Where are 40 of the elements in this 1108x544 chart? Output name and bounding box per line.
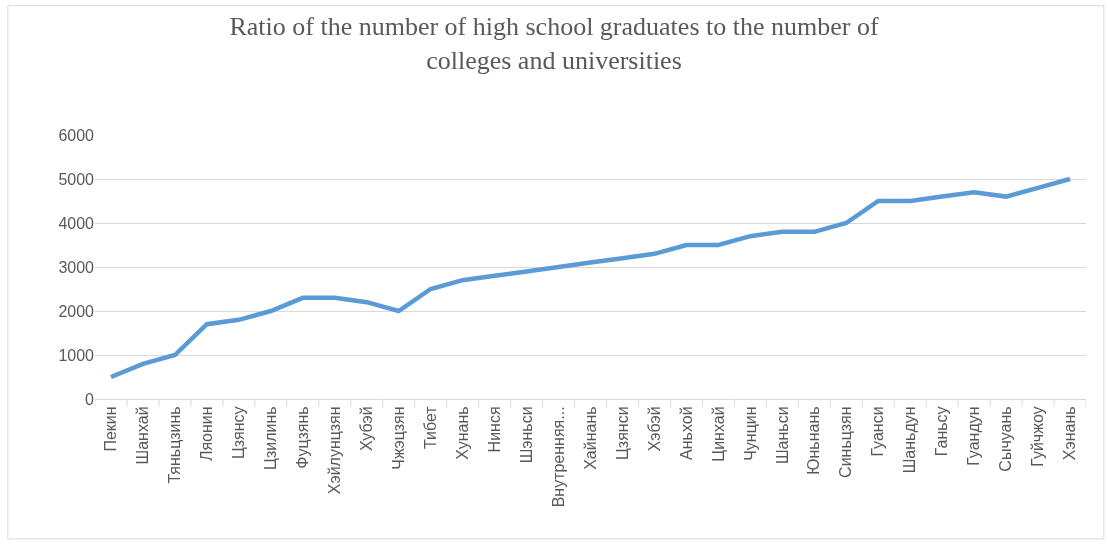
x-tick-label: Хунань — [453, 406, 471, 460]
x-tick-label: Юньнань — [805, 406, 823, 475]
x-tick-label: Гуанси — [869, 406, 887, 457]
x-tick-label: Хэйлунцзян — [325, 406, 343, 495]
x-tick-label: Ганьсу — [933, 406, 951, 457]
y-tick-label: 0 — [85, 390, 95, 408]
chart-title: Ratio of the number of high school graduates to the number of colleges and universities — [229, 12, 879, 76]
x-tick-label: Нинся — [485, 406, 503, 453]
x-tick-label: Ляонин — [198, 406, 216, 462]
x-tick-label: Цзянсу — [230, 406, 248, 460]
x-tick-label: Шанхай — [134, 406, 152, 465]
x-tick-label: Хайнань — [581, 406, 599, 470]
y-tick-label: 5000 — [58, 170, 95, 188]
x-tick-label: Пекин — [102, 406, 120, 452]
y-tick-label: 1000 — [58, 346, 95, 364]
x-tick-label: Сычуань — [997, 406, 1015, 472]
x-tick-label: Чунцин — [741, 406, 759, 461]
y-tick-label: 4000 — [58, 214, 95, 232]
x-tick-label: Шаньси — [773, 406, 791, 465]
x-tick-label: Хэнань — [1061, 406, 1079, 461]
line-series — [108, 176, 1073, 380]
x-tick-label: Аньхой — [677, 406, 695, 460]
y-tick-label: 3000 — [58, 258, 95, 276]
x-tick-label: Шэньси — [517, 406, 535, 464]
x-tick-label: Цзилинь — [262, 406, 280, 470]
x-tick-label: Цинхай — [709, 406, 727, 462]
y-tick-label: 6000 — [58, 126, 95, 144]
y-tick-label: 2000 — [58, 302, 95, 320]
x-tick-label: Чжэцзян — [389, 406, 407, 470]
x-tick-label: Синьцзян — [837, 406, 855, 478]
x-tick-label: Гуйчжоу — [1029, 406, 1047, 467]
x-tick-label: Шаньдун — [901, 406, 919, 474]
x-tick-label: Цзянси — [613, 406, 631, 461]
x-tick-label: Тибет — [421, 405, 439, 450]
x-tick-label: Тяньцзинь — [166, 406, 184, 484]
x-tick-label: Внутренняя... — [549, 406, 567, 508]
x-tick-label: Хубэй — [357, 406, 375, 451]
x-tick-label: Хэбэй — [645, 406, 663, 452]
x-tick-label: Гуандун — [965, 406, 983, 466]
x-tick-label: Фуцзянь — [293, 406, 311, 469]
